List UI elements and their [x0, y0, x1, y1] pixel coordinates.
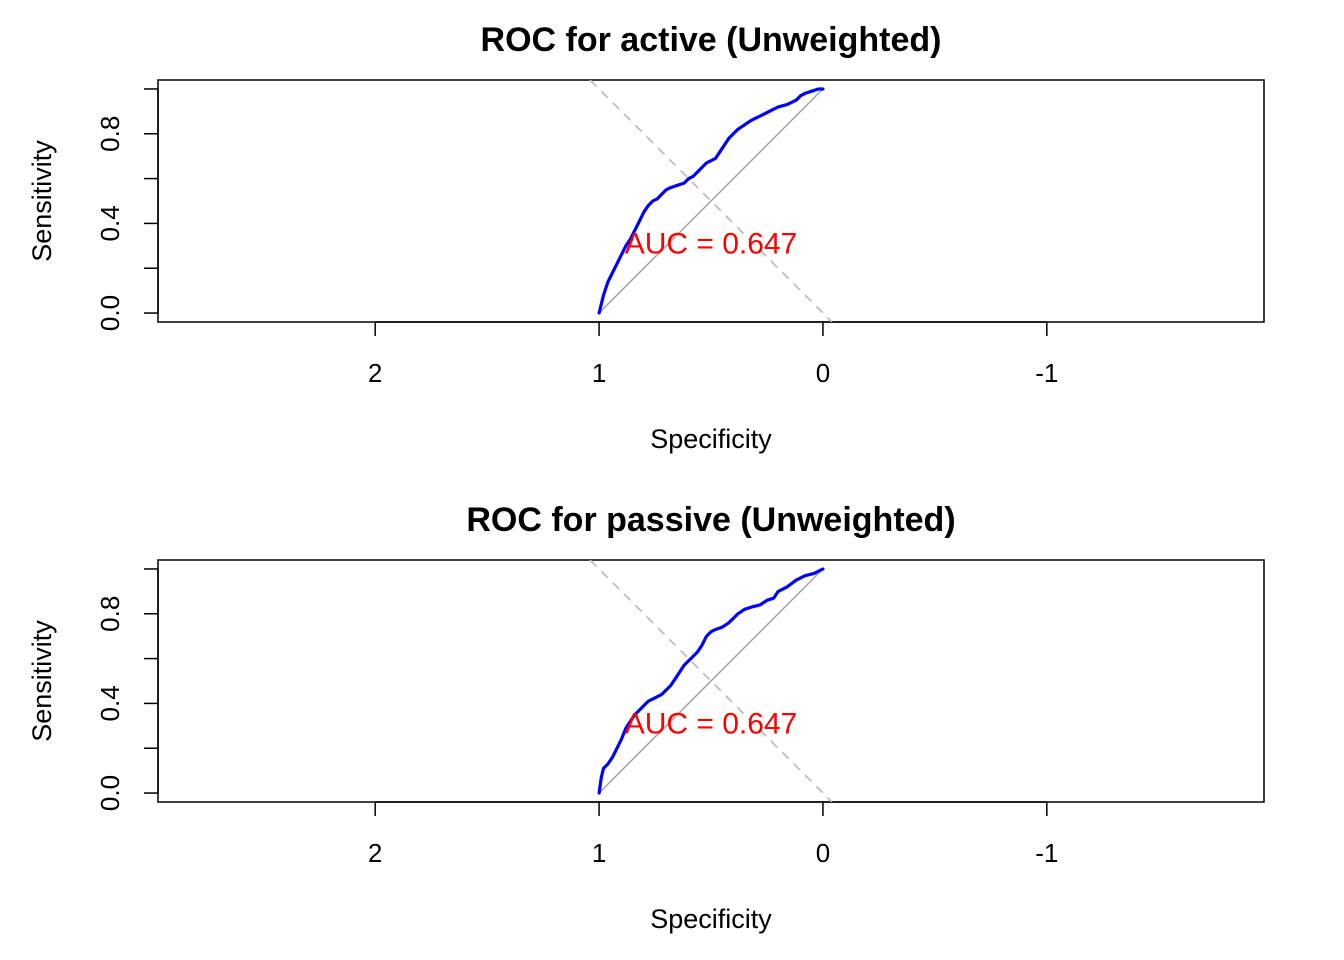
x-tick-label: 0 — [816, 838, 830, 868]
chart-title: ROC for active (Unweighted) — [481, 21, 942, 59]
plot-area — [589, 80, 833, 322]
roc-curve-line — [597, 567, 825, 795]
y-tick-label: 0.4 — [95, 685, 125, 721]
x-tick-label: 2 — [368, 838, 382, 868]
x-axis-label: Specificity — [650, 904, 772, 934]
y-tick-label: 0.8 — [95, 116, 125, 152]
x-tick-label: 2 — [368, 358, 382, 388]
chart-title: ROC for passive (Unweighted) — [466, 501, 955, 539]
roc-panel-0: ROC for active (Unweighted) 2 1 0 -1 Specific… — [27, 21, 1265, 454]
x-tick-label: 0 — [816, 358, 830, 388]
reference-diagonal — [598, 568, 824, 794]
roc-panel-1: ROC for passive (Unweighted) 2 1 0 -1 Specifi… — [27, 501, 1265, 934]
x-tick-label: -1 — [1035, 838, 1058, 868]
y-tick-label: 0.8 — [95, 596, 125, 632]
auc-annotation: AUC = 0.647 — [625, 708, 798, 741]
y-tick-label: 0.0 — [95, 295, 125, 331]
y-axis-label: Sensitivity — [27, 620, 57, 742]
y-tick-label: 0.0 — [95, 775, 125, 811]
auc-annotation: AUC = 0.647 — [625, 228, 798, 261]
x-tick-label: 1 — [592, 358, 606, 388]
reference-diagonal — [598, 88, 824, 314]
y-axis-label: Sensitivity — [27, 140, 57, 262]
roc-curve-line — [597, 87, 825, 315]
y-tick-label: 0.4 — [95, 205, 125, 241]
x-tick-label: -1 — [1035, 358, 1058, 388]
plot-area — [589, 560, 833, 802]
x-tick-label: 1 — [592, 838, 606, 868]
x-axis-label: Specificity — [650, 424, 772, 454]
